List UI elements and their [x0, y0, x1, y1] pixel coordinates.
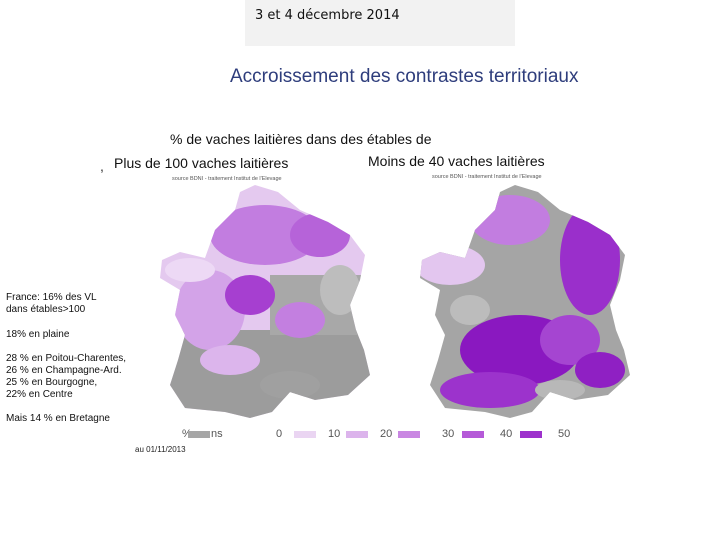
event-date: 3 et 4 décembre 2014 — [255, 8, 400, 23]
right-map-source: source BDNI - traitement Institut de l'E… — [432, 174, 542, 180]
legend-ns-label: ns — [211, 428, 223, 440]
left-france-map — [160, 185, 370, 418]
note-champagne: 26 % en Champagne-Ard. — [6, 365, 122, 376]
left-map-source: source BDNI - traitement Institut de l'E… — [172, 176, 282, 182]
note-poitou: 28 % en Poitou-Charentes, — [6, 353, 127, 364]
legend-swatch-0 — [294, 431, 316, 438]
legend-swatch-2 — [398, 431, 420, 438]
legend-swatch-4 — [520, 431, 542, 438]
maps-subtitle: % de vaches laitières dans des étables d… — [170, 131, 432, 147]
note-bourgogne: 25 % en Bourgogne, — [6, 377, 98, 388]
right-france-map — [420, 185, 630, 418]
legend-tick-40: 40 — [500, 428, 513, 440]
legend-swatch-3 — [462, 431, 484, 438]
note-plaine: 18% en plaine — [6, 329, 70, 340]
note-france-line1: France: 16% des VL — [6, 292, 97, 303]
legend-tick-30: 30 — [442, 428, 455, 440]
legend-tick-20: 20 — [380, 428, 393, 440]
slide-title: Accroissement des contrastes territoriau… — [230, 66, 579, 87]
left-map-title: Plus de 100 vaches laitières — [114, 155, 289, 171]
legend-swatch-1 — [346, 431, 368, 438]
right-map-title: Moins de 40 vaches laitières — [368, 153, 545, 169]
legend-tick-0: 0 — [276, 428, 283, 440]
legend-unit: % — [182, 428, 192, 440]
legend-tick-10: 10 — [328, 428, 341, 440]
header-box — [245, 0, 515, 46]
note-france-line2: dans étables>100 — [6, 304, 86, 315]
note-centre: 22% en Centre — [6, 389, 73, 400]
legend-tick-50: 50 — [558, 428, 571, 440]
legend-ns-swatch — [188, 431, 210, 438]
stray-comma: , — [100, 158, 104, 174]
data-date: au 01/11/2013 — [135, 445, 186, 454]
note-bretagne: Mais 14 % en Bretagne — [6, 413, 110, 424]
